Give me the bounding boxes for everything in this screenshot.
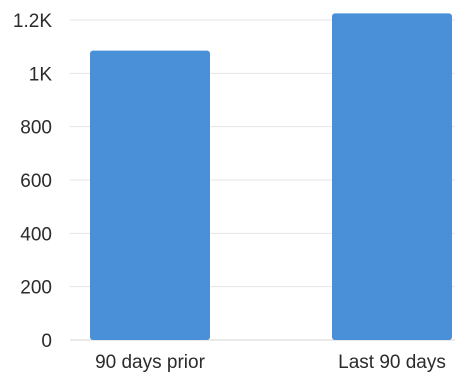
y-tick-label: 1.2K (13, 11, 52, 32)
y-tick-label: 800 (20, 118, 52, 139)
x-axis: 90 days prior Last 90 days (95, 352, 446, 373)
y-tick-label: 400 (20, 224, 52, 245)
bars (90, 13, 452, 341)
y-tick-label: 600 (20, 171, 52, 192)
y-tick-label: 1K (29, 64, 53, 85)
y-tick-label: 0 (41, 331, 52, 352)
bar (332, 13, 452, 340)
y-axis: 0 200 400 600 800 1K 1.2K (13, 11, 52, 352)
y-tick-label: 200 (20, 278, 52, 299)
bar (90, 50, 210, 341)
x-tick-label: Last 90 days (338, 352, 446, 373)
x-tick-label: 90 days prior (95, 352, 206, 373)
